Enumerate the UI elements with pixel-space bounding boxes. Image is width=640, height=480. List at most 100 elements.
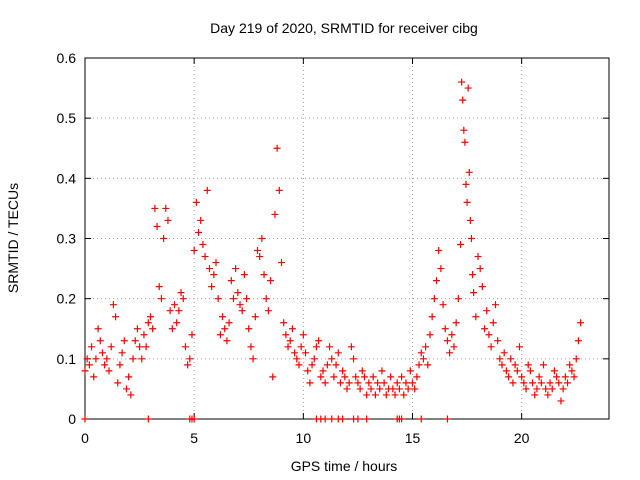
data-point <box>393 379 401 387</box>
data-point <box>535 373 543 381</box>
data-point <box>184 361 192 369</box>
data-point <box>138 355 146 363</box>
x-tick-label: 10 <box>296 430 312 446</box>
data-point <box>304 367 312 375</box>
data-point <box>127 391 135 399</box>
data-point <box>511 361 519 369</box>
data-point <box>262 295 270 303</box>
data-point <box>151 204 159 212</box>
data-point <box>452 319 460 327</box>
data-point <box>149 325 157 333</box>
data-point <box>347 343 355 351</box>
data-point <box>90 373 98 381</box>
data-point <box>223 337 231 345</box>
data-point <box>299 331 307 339</box>
data-point <box>341 373 349 381</box>
data-point <box>168 325 176 333</box>
data-point <box>166 307 174 315</box>
data-point <box>188 331 196 339</box>
data-point <box>343 385 351 393</box>
data-point <box>404 385 412 393</box>
data-point <box>310 355 318 363</box>
data-point <box>371 391 379 399</box>
data-point <box>443 337 451 345</box>
data-point <box>210 271 218 279</box>
data-point <box>173 319 181 327</box>
axis-ticks: 0 0.1 0.2 0.3 0.4 0.5 0.6 0 5 10 15 20 <box>57 50 609 446</box>
data-point <box>273 144 281 152</box>
data-point <box>422 343 430 351</box>
data-point <box>500 349 508 357</box>
y-axis-label: SRMTID / TECUs <box>5 183 21 293</box>
data-point <box>496 355 504 363</box>
data-point <box>391 391 399 399</box>
data-point <box>428 313 436 321</box>
data-point <box>378 367 386 375</box>
data-point <box>147 313 154 321</box>
data-point <box>129 355 137 363</box>
data-point <box>577 319 585 327</box>
data-point <box>319 367 327 375</box>
data-point <box>142 343 150 351</box>
y-tick-label: 0.2 <box>57 291 77 307</box>
data-point <box>323 361 331 369</box>
data-point <box>481 325 489 333</box>
data-point <box>116 361 124 369</box>
data-point <box>374 379 382 387</box>
data-point <box>502 367 510 375</box>
data-point <box>136 343 144 351</box>
data-point <box>559 385 567 393</box>
y-tick-label: 0.1 <box>57 351 77 367</box>
data-point <box>160 235 168 242</box>
data-point <box>205 265 213 273</box>
data-point <box>271 210 279 218</box>
y-tick-label: 0.6 <box>57 50 77 66</box>
data-point <box>570 373 578 381</box>
x-tick-label: 20 <box>514 430 530 446</box>
data-point <box>574 337 582 345</box>
data-point <box>555 379 563 387</box>
data-point <box>197 216 205 224</box>
data-point <box>356 385 364 393</box>
data-point <box>472 313 480 321</box>
grid <box>85 58 609 419</box>
data-point <box>98 349 106 357</box>
data-point <box>406 367 414 375</box>
data-point <box>330 373 338 381</box>
data-point <box>411 385 419 393</box>
data-point <box>249 355 257 363</box>
data-point <box>269 373 277 381</box>
data-point <box>350 355 358 363</box>
data-point <box>339 367 347 375</box>
data-point <box>107 343 115 351</box>
data-point <box>459 96 467 104</box>
data-point <box>546 379 554 387</box>
data-point <box>212 259 220 267</box>
data-point <box>175 307 183 315</box>
data-point <box>125 373 133 381</box>
data-point <box>491 301 499 309</box>
data-point <box>253 247 261 255</box>
data-point <box>395 385 403 393</box>
data-point <box>157 295 165 303</box>
data-point <box>454 295 462 303</box>
data-point <box>140 331 148 339</box>
chart-title: Day 219 of 2020, SRMTID for receiver cib… <box>210 20 478 36</box>
data-point <box>275 186 283 194</box>
data-point <box>94 325 102 333</box>
y-tick-label: 0.5 <box>57 110 77 126</box>
data-point <box>476 265 484 273</box>
data-point <box>389 385 397 393</box>
data-point <box>531 391 539 399</box>
data-point <box>457 241 465 249</box>
data-point <box>520 379 528 387</box>
data-point <box>437 265 445 273</box>
data-point <box>382 391 390 399</box>
data-point <box>284 343 292 351</box>
data-point <box>247 343 255 351</box>
data-point <box>328 415 336 423</box>
data-point <box>288 325 296 333</box>
data-point <box>267 277 275 285</box>
data-point <box>291 349 299 357</box>
data-point <box>518 373 526 381</box>
